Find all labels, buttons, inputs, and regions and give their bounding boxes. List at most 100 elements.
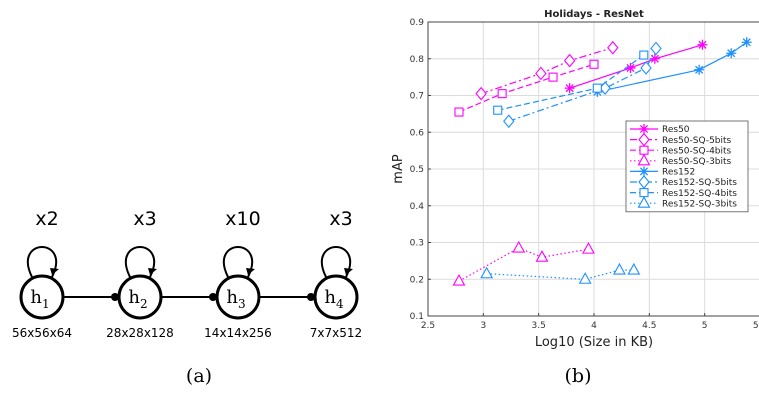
self-loop (124, 246, 156, 278)
loop-arrow (50, 268, 59, 275)
repeat-label: x2 (35, 208, 58, 230)
series-res50-sq-3bits (452, 240, 595, 286)
series-line (508, 48, 657, 122)
y-tick-label: 0.4 (410, 202, 425, 212)
size-label: 28x28x128 (106, 326, 174, 340)
series-line (597, 41, 748, 93)
edge-dot (209, 293, 217, 301)
series-res50 (564, 39, 708, 94)
series-line (569, 44, 703, 89)
x-tick-label: 5 (702, 321, 708, 331)
series-layer (452, 37, 752, 286)
y-tick-label: 0.6 (410, 128, 425, 138)
data-point-diamond (640, 61, 652, 75)
data-point-star (625, 62, 636, 73)
x-tick-label: 3 (480, 321, 486, 331)
series-line (458, 63, 595, 113)
data-point-square (639, 188, 649, 198)
series-line (458, 247, 589, 282)
axes: 2.5 3 3.5 4 4.5 5 5.5 0.1 0.2 0.3 0.4 0.5 0.6 0.7 0.8 0… (410, 18, 759, 331)
data-point-diamond (607, 40, 619, 55)
data-point-star (639, 124, 649, 134)
edge-dot (307, 293, 315, 301)
size-label: 7x7x512 (310, 326, 362, 340)
x-tick-label: 3.5 (532, 321, 546, 331)
data-point-square (639, 145, 649, 155)
self-loop (222, 246, 254, 278)
legend-label: Res50 (662, 125, 690, 135)
repeat-label: x10 (225, 208, 260, 230)
data-point-triangle (480, 266, 494, 279)
x-tick-label: 4 (591, 321, 597, 331)
loop-arrow (344, 268, 353, 275)
data-point-triangle (578, 272, 592, 284)
data-point-square (592, 83, 602, 93)
chart-title: Holidays - ResNet (544, 9, 644, 20)
data-point-triangle (512, 240, 526, 253)
y-tick-label: 0.8 (410, 55, 425, 65)
y-tick-label: 0.9 (410, 18, 425, 28)
size-label: 14x14x256 (204, 326, 272, 340)
series-line (480, 47, 613, 95)
legend-label: Res50-SQ-4bits (662, 146, 732, 156)
size-label: 56x56x64 (12, 326, 72, 340)
series-line (486, 269, 634, 280)
edge-dot (111, 293, 119, 301)
data-point-square (548, 72, 558, 82)
loop-arrow (148, 268, 157, 275)
data-point-triangle (613, 262, 626, 275)
repeat-label: x3 (329, 208, 352, 230)
data-point-square (497, 89, 507, 99)
data-point-triangle (535, 250, 549, 262)
series-res152-sq-4bits (493, 50, 649, 115)
y-tick-label: 0.3 (410, 239, 424, 249)
legend: Res50Res50-SQ-5bitsRes50-SQ-4bitsRes50-S… (625, 120, 749, 213)
layer-node (313, 274, 359, 320)
legend-label: Res152-SQ-3bits (662, 199, 737, 209)
x-tick-label: 5.5 (753, 321, 759, 331)
data-point-diamond (650, 41, 662, 56)
loop-arrow (246, 268, 255, 275)
data-point-triangle (627, 262, 641, 275)
data-point-diamond (535, 66, 547, 81)
data-point-triangle (637, 196, 651, 208)
axes-frame (427, 21, 759, 317)
chart-plot: 2.5 3 3.5 4 4.5 5 5.5 0.1 0.2 0.3 0.4 0.5 0.6 0.7 0.8 0… (391, 9, 759, 350)
layer-node (117, 274, 163, 320)
series-res50-sq-5bits (475, 40, 619, 101)
data-point-star (697, 39, 708, 50)
data-point-square (454, 107, 464, 117)
x-tick-label: 4.5 (642, 321, 656, 331)
legend-label: Res152-SQ-4bits (662, 189, 737, 199)
legend-label: Res152-SQ-5bits (662, 178, 737, 188)
diagram-caption: (a) (186, 365, 212, 387)
data-point-square (639, 50, 649, 60)
y-tick-label: 0.7 (410, 92, 424, 102)
self-loop (26, 246, 58, 278)
layer-node (19, 274, 65, 320)
layer-node (215, 274, 261, 320)
data-point-diamond (638, 132, 650, 147)
data-point-triangle (452, 273, 466, 286)
data-point-star (639, 166, 649, 177)
layer-diagram: h1x256x56x64h2x328x28x128h3x1014x14x256h… (12, 208, 362, 340)
data-point-diamond (503, 114, 515, 129)
data-point-star (726, 48, 737, 59)
y-tick-label: 0.2 (410, 275, 424, 285)
self-loop (320, 246, 352, 278)
repeat-label: x3 (133, 208, 156, 230)
x-tick-label: 2.5 (421, 321, 435, 331)
data-point-star (741, 37, 752, 48)
y-tick-label: 0.1 (410, 312, 424, 322)
chart-caption: (b) (565, 365, 592, 387)
y-axis-label: mAP (391, 154, 406, 184)
data-point-triangle (637, 153, 651, 166)
data-point-star (649, 53, 660, 64)
legend-label: Res152 (662, 168, 695, 178)
series-res152-sq-3bits (480, 262, 641, 284)
data-point-diamond (475, 86, 487, 101)
series-res50-sq-4bits (454, 59, 599, 117)
data-point-square (493, 105, 503, 115)
data-point-triangle (582, 241, 595, 254)
